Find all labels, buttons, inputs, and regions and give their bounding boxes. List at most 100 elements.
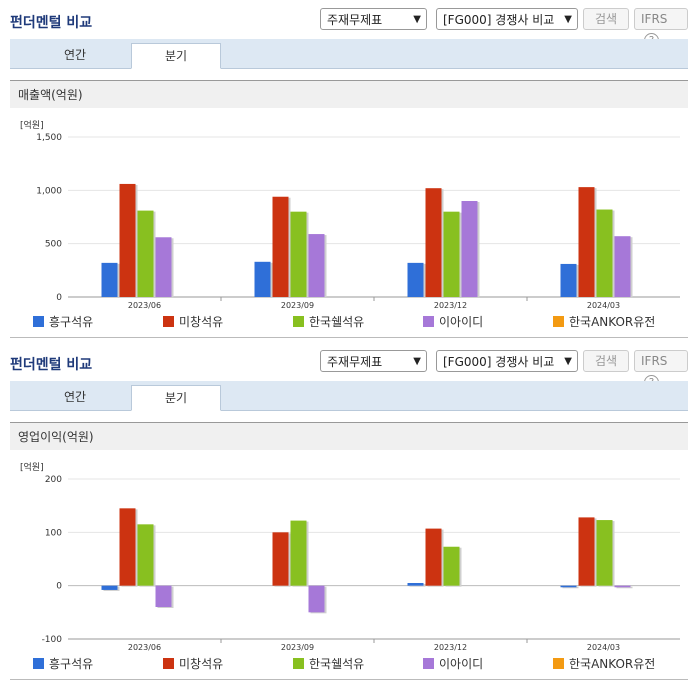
legend-swatch (293, 316, 304, 327)
bar-2023-06-s2 (137, 524, 154, 586)
metric-label: 매출액(억원) (10, 80, 688, 108)
legend-swatch (163, 658, 174, 669)
legend-label: 한국ANKOR유전 (569, 657, 656, 671)
bar-2023-06-s1 (119, 508, 136, 586)
legend-label: 이아이디 (439, 315, 484, 329)
chart-legend: 흥구석유 미창석유 한국쉘석유 이아이디 한국ANKOR유전 (0, 313, 696, 331)
bar-2024-03-s0 (560, 263, 577, 297)
bar-2023-06-s3 (155, 585, 172, 607)
bar-2023-12-s1 (425, 528, 442, 586)
legend-item[interactable]: 흥구석유 (33, 655, 93, 672)
ifrs-label: IFRS (641, 12, 668, 26)
section-divider (10, 679, 688, 680)
section-title: 펀더멘털 비교 (10, 15, 93, 31)
tab-quarterly[interactable]: 분기 (131, 385, 221, 411)
x-tick-label: 2023/09 (281, 643, 314, 652)
bar-2023-09-s2 (290, 520, 307, 586)
legend-label: 미창석유 (179, 657, 224, 671)
revenue-chart: 0 500 1,000 1,500 2023/06 2023/09 2023/12 2024/… (36, 133, 680, 310)
search-button[interactable]: 검색 (583, 350, 629, 372)
group-select[interactable]: [FG000] 경쟁사 비교 ▼ (436, 350, 578, 372)
legend-item[interactable]: 이아이디 (423, 655, 483, 672)
legend-item[interactable]: 한국쉘석유 (293, 655, 364, 672)
legend-item[interactable]: 한국ANKOR유전 (553, 313, 655, 330)
y-tick-label: 1,500 (36, 133, 62, 143)
tab-annual[interactable]: 연간 (63, 48, 87, 62)
bar-2023-12-s2 (443, 546, 460, 586)
x-tick-label: 2023/06 (128, 643, 161, 652)
chart-legend: 흥구석유 미창석유 한국쉘석유 이아이디 한국ANKOR유전 (0, 655, 696, 673)
tab-annual[interactable]: 연간 (63, 390, 87, 404)
y-tick-label: 500 (45, 240, 62, 250)
x-tick-label: 2023/12 (434, 643, 467, 652)
bar-2023-09-s0 (254, 261, 271, 297)
section-header: 펀더멘털 비교 주재무제표 ▼ [FG000] 경쟁사 비교 ▼ 검색 IFRS… (0, 0, 696, 48)
statement-select-value: 주재무제표 (327, 13, 383, 27)
bar-2024-03-s2 (596, 520, 613, 586)
bar-2023-06-s0 (101, 262, 118, 297)
period-tabs: 연간 분기 (10, 39, 688, 69)
bar-2024-03-s1 (578, 517, 595, 586)
bar-2024-03-s3 (614, 236, 631, 297)
chevron-down-icon: ▼ (413, 14, 421, 25)
legend-label: 흥구석유 (49, 657, 94, 671)
bar-2023-06-s0 (101, 585, 118, 590)
x-tick-label: 2024/03 (587, 643, 620, 652)
legend-swatch (423, 658, 434, 669)
tab-quarterly[interactable]: 분기 (131, 43, 221, 69)
legend-item[interactable]: 이아이디 (423, 313, 483, 330)
bar-2024-03-s3 (614, 585, 631, 588)
bar-2023-06-s1 (119, 183, 136, 297)
bar-2023-09-s3 (308, 585, 325, 613)
unit-label: [억원] (20, 121, 44, 131)
statement-select[interactable]: 주재무제표 ▼ (320, 8, 427, 30)
legend-swatch (423, 316, 434, 327)
legend-label: 한국쉘석유 (309, 315, 365, 329)
bar-2024-03-s0 (560, 585, 577, 588)
bar-2024-03-s2 (596, 209, 613, 297)
unit-label: [억원] (20, 463, 44, 473)
y-tick-label: -100 (42, 635, 63, 645)
section-title: 펀더멘털 비교 (10, 357, 93, 373)
bar-shadow (616, 586, 633, 589)
bar-2023-06-s2 (137, 210, 154, 297)
bar-2023-06-s3 (155, 237, 172, 297)
bar-2023-09-s1 (272, 196, 289, 297)
group-select-value: [FG000] 경쟁사 비교 (443, 355, 555, 369)
x-tick-label: 2024/03 (587, 301, 620, 310)
legend-swatch (553, 316, 564, 327)
bar-2024-03-s1 (578, 187, 595, 297)
statement-select[interactable]: 주재무제표 ▼ (320, 350, 427, 372)
y-tick-label: 100 (45, 528, 62, 538)
legend-label: 미창석유 (179, 315, 224, 329)
bar-2023-09-s2 (290, 211, 307, 297)
legend-item[interactable]: 흥구석유 (33, 313, 93, 330)
legend-item[interactable]: 한국ANKOR유전 (553, 655, 655, 672)
y-tick-label: 1,000 (36, 186, 62, 196)
ifrs-label: IFRS (641, 354, 668, 368)
legend-item[interactable]: 미창석유 (163, 655, 223, 672)
legend-swatch (553, 658, 564, 669)
search-button[interactable]: 검색 (583, 8, 629, 30)
x-tick-label: 2023/06 (128, 301, 161, 310)
y-tick-label: 200 (45, 475, 62, 485)
legend-swatch (163, 316, 174, 327)
x-tick-label: 2023/12 (434, 301, 467, 310)
ifrs-button[interactable]: IFRS ? (634, 350, 688, 390)
ifrs-button[interactable]: IFRS ? (634, 8, 688, 48)
legend-label: 이아이디 (439, 657, 484, 671)
bar-2023-12-s2 (443, 211, 460, 297)
legend-swatch (33, 316, 44, 327)
group-select[interactable]: [FG000] 경쟁사 비교 ▼ (436, 8, 578, 30)
legend-swatch (293, 658, 304, 669)
y-tick-label: 0 (56, 293, 62, 303)
legend-item[interactable]: 한국쉘석유 (293, 313, 364, 330)
chevron-down-icon: ▼ (564, 14, 572, 25)
bar-2023-12-s0 (407, 262, 424, 297)
bar-shadow (562, 586, 579, 589)
operating-profit-chart: -100 0 100 200 2023/06 2023/09 2023/12 2024/03 (42, 475, 680, 652)
bar-2023-09-s1 (272, 532, 289, 586)
chevron-down-icon: ▼ (564, 356, 572, 367)
legend-item[interactable]: 미창석유 (163, 313, 223, 330)
fundamental-section-2: 펀더멘털 비교 주재무제표 ▼ [FG000] 경쟁사 비교 ▼ 검색 IFRS… (0, 342, 696, 684)
